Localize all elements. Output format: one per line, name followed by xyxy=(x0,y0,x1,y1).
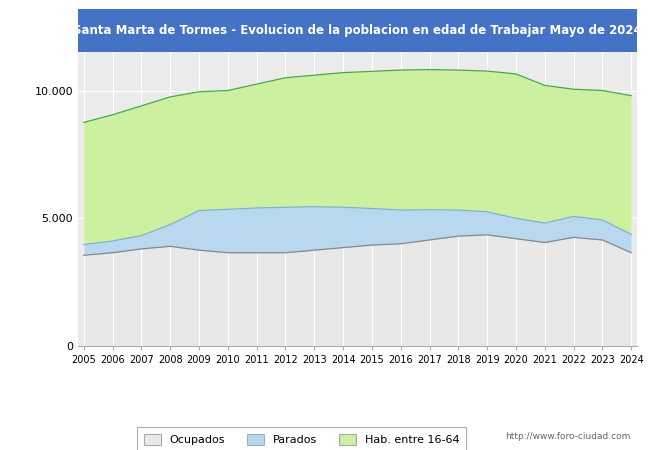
Legend: Ocupados, Parados, Hab. entre 16-64: Ocupados, Parados, Hab. entre 16-64 xyxy=(137,427,466,450)
Text: http://www.foro-ciudad.com: http://www.foro-ciudad.com xyxy=(505,432,630,441)
Text: Santa Marta de Tormes - Evolucion de la poblacion en edad de Trabajar Mayo de 20: Santa Marta de Tormes - Evolucion de la … xyxy=(73,24,642,37)
